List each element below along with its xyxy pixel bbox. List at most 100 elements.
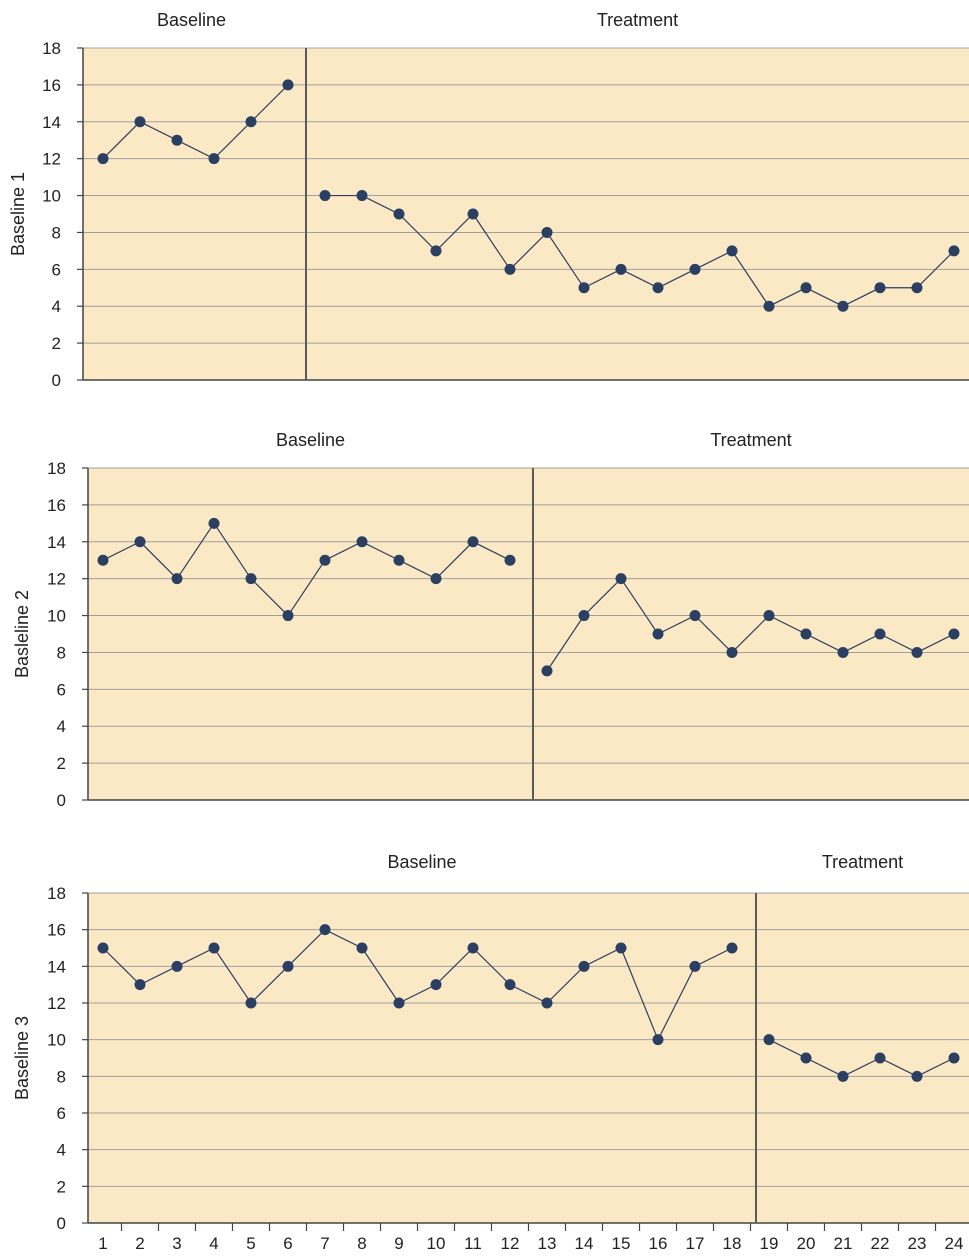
panel-1-data-point-2 [134, 116, 146, 128]
panel-1-data-point-4 [208, 153, 220, 165]
panel-3-data-point-23 [911, 1070, 923, 1082]
panel-2-y-tick-label: 6 [57, 680, 66, 699]
panel-2-data-point-24 [948, 628, 960, 640]
panel-3-data-point-11 [467, 942, 479, 954]
panel-3-phase-label-treatment: Treatment [822, 852, 903, 872]
panel-2-y-tick-label: 16 [47, 496, 66, 515]
panel-3-data-point-1 [97, 942, 109, 954]
panel-2-data-point-15 [615, 573, 627, 585]
panel-1-data-point-24 [948, 245, 960, 257]
panel-2-data-point-12 [504, 554, 516, 566]
panel-2-phase-label-baseline: Baseline [276, 430, 345, 450]
panel-2-y-tick-label: 2 [57, 754, 66, 773]
panel-3-data-point-21 [837, 1070, 849, 1082]
panel-3-x-tick-label: 9 [394, 1234, 403, 1253]
panel-2-data-point-5 [245, 573, 257, 585]
panel-3-x-tick-label: 20 [797, 1234, 816, 1253]
panel-1-data-point-22 [874, 282, 886, 294]
panel-2-treatment-series-line [546, 577, 955, 672]
panel-2-data-point-6 [282, 610, 294, 622]
panel-1-y-tick-label: 12 [42, 150, 61, 169]
panel-2-data-point-18 [726, 646, 738, 658]
panel-3-x-tick-label: 7 [320, 1234, 329, 1253]
panel-2-y-tick-label: 18 [47, 459, 66, 478]
panel-1-data-point-10 [430, 245, 442, 257]
panel-3-data-point-16 [652, 1034, 664, 1046]
panel-1-data-point-13 [541, 226, 553, 238]
panel-2-data-point-2 [134, 536, 146, 548]
panel-2-data-point-9 [393, 554, 405, 566]
panel-3-data-point-9 [393, 997, 405, 1009]
panel-1-data-point-3 [171, 134, 183, 146]
panel-3-data-point-13 [541, 997, 553, 1009]
panel-1-y-tick-label: 14 [42, 113, 61, 132]
panel-1-baseline-series-line [102, 84, 289, 160]
panel-1-data-point-11 [467, 208, 479, 220]
panel-2-data-point-13 [541, 665, 553, 677]
panel-2-data-point-21 [837, 646, 849, 658]
panel-1-y-tick-label: 0 [52, 371, 61, 390]
panel-1-y-tick-label: 16 [42, 76, 61, 95]
panel-1-data-point-6 [282, 79, 294, 91]
panel-2-y-tick-label: 12 [47, 570, 66, 589]
panel-3-data-point-8 [356, 942, 368, 954]
panel-3-treatment-series-line [768, 1039, 955, 1078]
panel-3-x-tick-label: 10 [427, 1234, 446, 1253]
panel-2-phase-label-treatment: Treatment [710, 430, 791, 450]
panel-3-data-point-20 [800, 1052, 812, 1064]
panel-3-y-tick-label: 2 [57, 1177, 66, 1196]
panel-3-x-tick-label: 8 [357, 1234, 366, 1253]
panel-1-data-point-8 [356, 190, 368, 202]
panel-1-data-point-17 [689, 263, 701, 275]
panel-3-data-point-14 [578, 960, 590, 972]
panel-3-plot-area [88, 893, 969, 1223]
panel-3-x-tick-label: 5 [246, 1234, 255, 1253]
panel-3-data-point-17 [689, 960, 701, 972]
panel-3-data-point-7 [319, 924, 331, 936]
panel-3-data-point-6 [282, 960, 294, 972]
panel-3-data-point-10 [430, 979, 442, 991]
panel-3-data-point-5 [245, 997, 257, 1009]
panel-3-x-tick-label: 2 [135, 1234, 144, 1253]
panel-3-x-tick-label: 15 [612, 1234, 631, 1253]
panel-3-data-point-24 [948, 1052, 960, 1064]
panel-2-data-point-16 [652, 628, 664, 640]
panel-1-y-tick-label: 4 [52, 297, 61, 316]
panel-3-x-tick-label: 18 [723, 1234, 742, 1253]
panel-2-data-point-7 [319, 554, 331, 566]
panel-3-y-tick-label: 10 [47, 1031, 66, 1050]
panel-3-y-tick-label: 18 [47, 884, 66, 903]
panel-2-y-tick-label: 4 [57, 717, 66, 736]
panel-2-data-point-17 [689, 610, 701, 622]
panel-3-phase-label-baseline: Baseline [387, 852, 456, 872]
panel-1-y-tick-label: 6 [52, 260, 61, 279]
panel-3-x-tick-label: 16 [649, 1234, 668, 1253]
panel-1-y-tick-label: 18 [42, 39, 61, 58]
panel-2-y-tick-label: 10 [47, 607, 66, 626]
panel-3-data-point-15 [615, 942, 627, 954]
panel-1-phase-label-baseline: Baseline [157, 10, 226, 30]
panel-3-data-point-19 [763, 1034, 775, 1046]
panel-2-data-point-22 [874, 628, 886, 640]
panel-1-data-point-18 [726, 245, 738, 257]
panel-3-data-point-4 [208, 942, 220, 954]
panel-3-x-tick-label: 24 [945, 1234, 964, 1253]
panel-2-data-point-20 [800, 628, 812, 640]
panel-2-data-point-4 [208, 517, 220, 529]
panel-1-data-point-14 [578, 282, 590, 294]
panel-2-data-point-19 [763, 610, 775, 622]
panel-1-data-point-1 [97, 153, 109, 165]
panel-3-x-tick-label: 14 [575, 1234, 594, 1253]
panel-1-phase-label-treatment: Treatment [597, 10, 678, 30]
panel-1-y-tick-label: 8 [52, 223, 61, 242]
panel-1-y-tick-label: 10 [42, 187, 61, 206]
panel-3-y-tick-label: 12 [47, 994, 66, 1013]
panel-3-data-point-22 [874, 1052, 886, 1064]
panel-1-data-point-16 [652, 282, 664, 294]
panel-1-data-point-5 [245, 116, 257, 128]
panel-1-data-point-12 [504, 263, 516, 275]
panel-3-x-tick-label: 12 [501, 1234, 520, 1253]
panel-3-y-tick-label: 0 [57, 1214, 66, 1233]
panel-3-x-tick-label: 6 [283, 1234, 292, 1253]
